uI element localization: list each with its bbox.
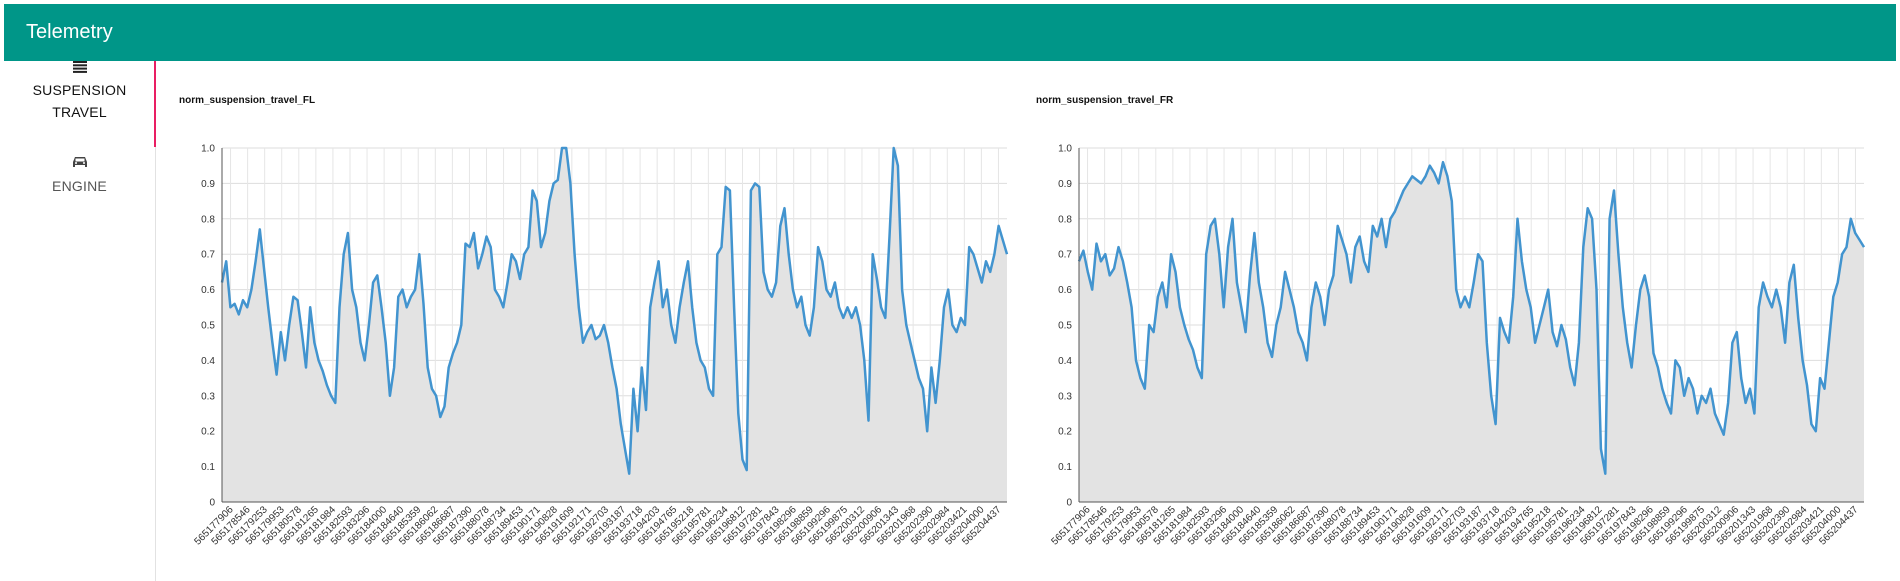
suspension-chart-fr: 00.10.20.30.40.50.60.70.80.91.0565177906… [1049, 144, 1866, 548]
chart-panel-fl: norm_suspension_travel_FL 0 0.1 0.2 0.3 0.4 0… [179, 95, 1019, 575]
sidebar-item-suspension-travel[interactable]: SUSPENSION TRAVEL [4, 61, 156, 147]
y-tick-label: 0.9 [201, 179, 215, 190]
suspension-chart-fl: 00.10.20.30.40.50.60.70.80.91.0565177906… [192, 144, 1009, 548]
y-tick-label: 0.6 [1058, 285, 1072, 296]
y-tick-label: 1.0 [201, 144, 215, 155]
y-tick-label: 0.8 [1058, 214, 1072, 225]
sidebar-item-label: SUSPENSION [32, 82, 127, 98]
y-tick-label: 1.0 [1058, 144, 1072, 155]
chart-title: norm_suspension_travel_FL [179, 95, 316, 106]
y-tick-label: 0.9 [1058, 179, 1072, 190]
y-tick-label: 0 [209, 498, 215, 509]
y-tick-label: 0.3 [201, 391, 215, 402]
y-tick-label: 0.3 [1058, 391, 1072, 402]
series-line [220, 146, 1009, 475]
app-header: Telemetry [4, 4, 1896, 61]
y-tick-label: 0.4 [1058, 356, 1072, 367]
sidebar-item-label: ENGINE [52, 178, 107, 194]
y-tick-label: 0.1 [201, 462, 215, 473]
series-line [1077, 160, 1866, 475]
series-area [1079, 162, 1864, 502]
y-tick-label: 0.5 [201, 321, 215, 332]
series-area [222, 148, 1007, 502]
y-tick-label: 0.8 [201, 214, 215, 225]
chart-panel-fr: norm_suspension_travel_FR 0 0.1 0.2 0.3 0.4 0… [1036, 95, 1876, 575]
y-tick-label: 0.5 [1058, 321, 1072, 332]
list-icon [72, 61, 87, 73]
y-tick-label: 0.1 [1058, 462, 1072, 473]
sidebar: SUSPENSION TRAVEL ENGINE [4, 61, 156, 581]
app-title: Telemetry [26, 21, 113, 43]
y-tick-label: 0.7 [1058, 250, 1072, 261]
y-tick-label: 0.4 [201, 356, 215, 367]
car-icon [72, 157, 87, 167]
y-tick-label: 0.6 [201, 285, 215, 296]
chart-title: norm_suspension_travel_FR [1036, 95, 1174, 106]
y-tick-label: 0.2 [1058, 427, 1072, 438]
y-tick-label: 0.2 [201, 427, 215, 438]
sidebar-item-engine[interactable]: ENGINE [4, 156, 155, 216]
y-tick-label: 0 [1066, 498, 1072, 509]
y-tick-label: 0.7 [201, 250, 215, 261]
sidebar-item-label-line2: TRAVEL [52, 104, 107, 120]
